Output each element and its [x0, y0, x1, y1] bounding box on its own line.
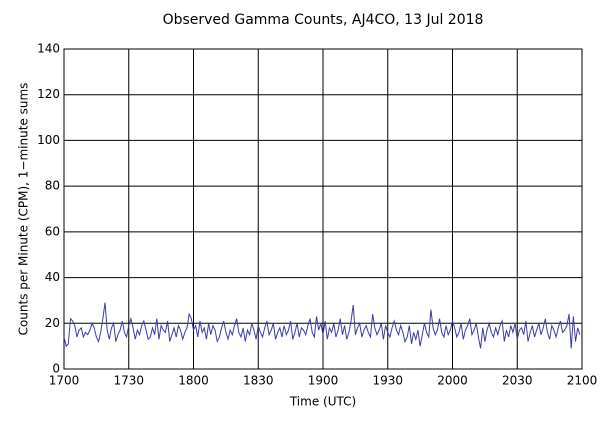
x-tick-label: 1900 — [308, 374, 339, 388]
x-tick-label: 1830 — [243, 374, 274, 388]
x-tick-label: 2000 — [437, 374, 468, 388]
plot-frame — [63, 48, 583, 370]
x-tick-label: 2030 — [502, 374, 533, 388]
y-tick-label: 100 — [37, 133, 60, 147]
y-tick-label: 80 — [45, 179, 60, 193]
y-tick-label: 0 — [52, 362, 60, 376]
data-line — [63, 302, 581, 349]
chart-title: Observed Gamma Counts, AJ4CO, 13 Jul 201… — [163, 12, 484, 28]
y-axis-label: Counts per Minute (CPM), 1−minute sums — [17, 83, 31, 336]
x-tick-label: 1930 — [372, 374, 403, 388]
y-tick-label: 120 — [37, 87, 60, 101]
x-tick-label: 1800 — [178, 374, 209, 388]
y-tick-label: 60 — [45, 224, 60, 238]
x-tick-label: 1700 — [49, 374, 80, 388]
x-tick-label: 2100 — [567, 374, 598, 388]
y-tick-label: 20 — [45, 316, 60, 330]
y-tick-label: 140 — [37, 42, 60, 56]
x-tick-label: 1730 — [113, 374, 144, 388]
y-tick-label: 40 — [45, 270, 60, 284]
x-axis-label: Time (UTC) — [289, 395, 356, 409]
